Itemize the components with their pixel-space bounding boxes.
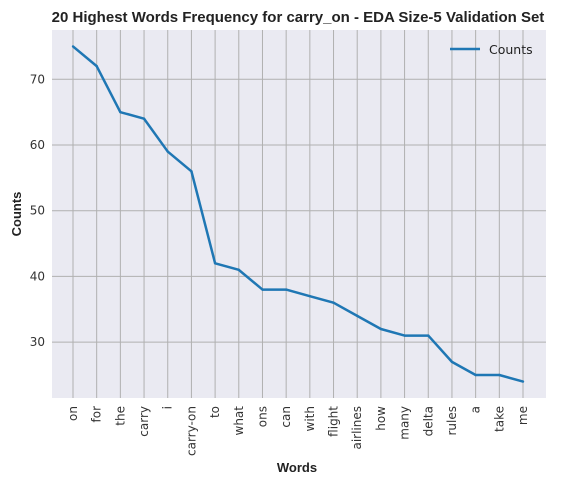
y-tick-label: 60 — [30, 138, 45, 152]
data-point — [379, 327, 383, 331]
x-tick-label: rules — [445, 406, 459, 436]
data-point — [213, 262, 217, 265]
data-point — [450, 360, 454, 364]
x-tick-label: what — [232, 406, 246, 436]
legend-label: Counts — [489, 42, 533, 57]
x-tick-label: to — [208, 406, 222, 418]
x-tick-label: ons — [255, 406, 269, 427]
data-point — [332, 301, 335, 304]
data-point — [521, 380, 525, 383]
y-tick-label: 70 — [30, 72, 45, 86]
x-tick-label: flight — [327, 406, 341, 437]
data-point — [427, 334, 430, 337]
data-point — [166, 150, 169, 153]
y-tick-label: 50 — [30, 204, 45, 218]
x-tick-label: take — [492, 406, 506, 432]
legend: Counts — [450, 42, 533, 57]
x-tick-label: carry-on — [184, 406, 198, 456]
x-tick-label: delta — [421, 406, 435, 436]
x-tick-label: for — [90, 406, 104, 423]
data-point — [474, 373, 477, 377]
x-tick-label: carry — [137, 406, 151, 437]
data-point — [261, 288, 264, 291]
x-tick-label: how — [374, 406, 388, 431]
x-tick-label: the — [113, 406, 127, 426]
data-point — [142, 117, 146, 120]
data-point — [308, 294, 312, 298]
data-point — [119, 110, 122, 114]
x-tick-label: a — [469, 406, 483, 413]
plot-area — [52, 30, 546, 398]
y-tick-label: 30 — [30, 335, 45, 349]
data-point — [284, 288, 288, 291]
x-tick-label: can — [279, 406, 293, 428]
grid — [52, 30, 546, 398]
data-point — [403, 334, 406, 337]
y-tick-label: 40 — [30, 269, 45, 283]
ticks-layer: on for the carry i carry-on to what ons can with fl… — [30, 72, 530, 456]
y-axis-label: Counts — [9, 192, 24, 237]
x-tick-label: me — [516, 406, 530, 425]
x-axis-label: Words — [277, 460, 317, 475]
series-line — [72, 45, 524, 383]
data-point — [95, 64, 98, 68]
data-point — [71, 45, 75, 48]
x-tick-label: airlines — [350, 406, 364, 450]
chart-title: 20 Highest Words Frequency for carry_on … — [52, 9, 545, 26]
x-tick-label: many — [398, 406, 412, 440]
series-layer — [71, 45, 525, 383]
data-point — [356, 314, 359, 318]
x-tick-label: i — [161, 406, 175, 409]
data-point — [237, 268, 240, 272]
data-point — [498, 373, 501, 377]
x-tick-label: with — [303, 406, 317, 431]
x-tick-label: on — [66, 406, 80, 421]
data-point — [190, 170, 193, 173]
